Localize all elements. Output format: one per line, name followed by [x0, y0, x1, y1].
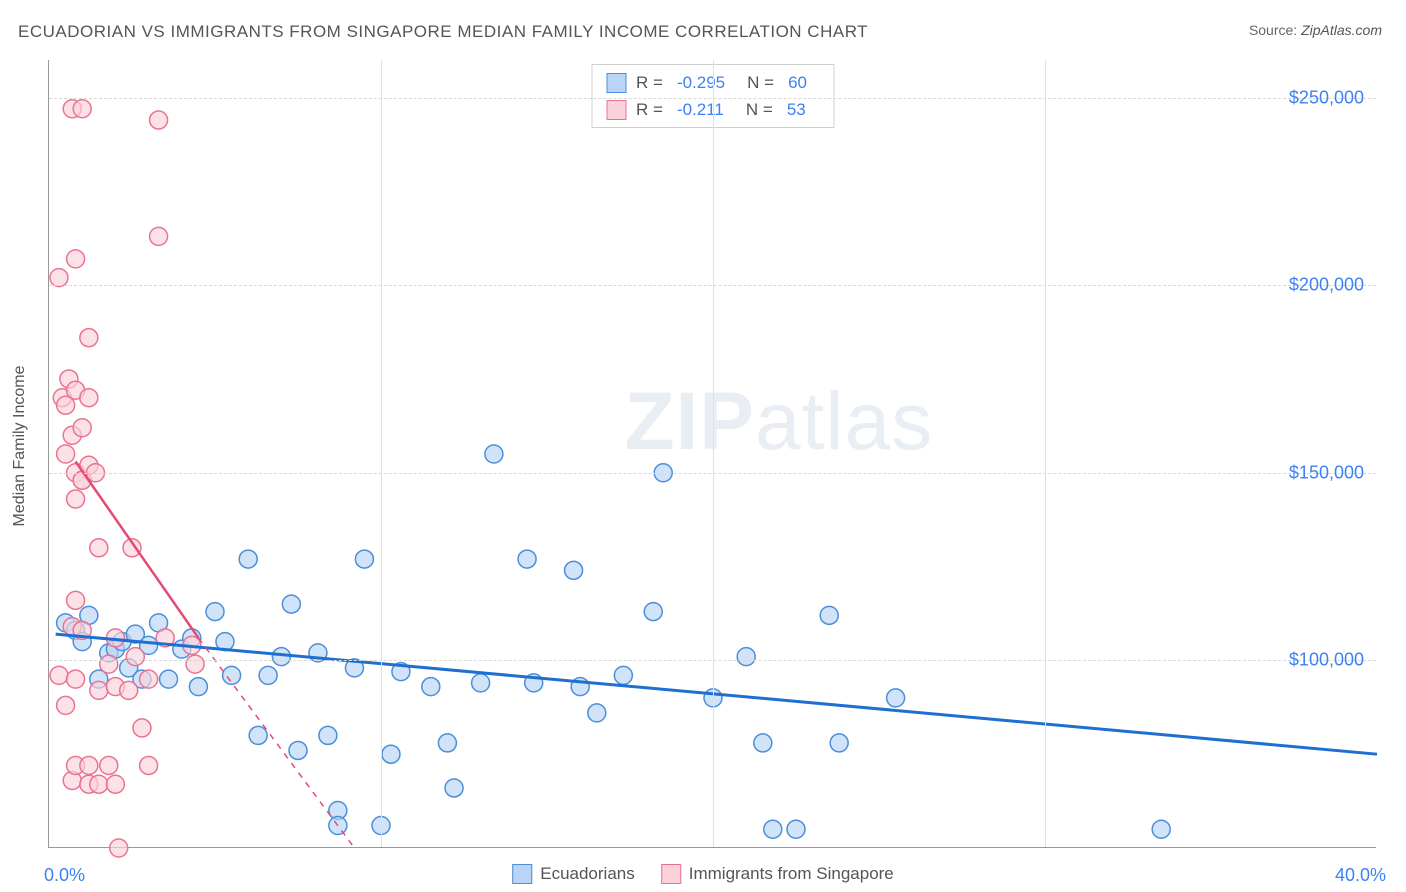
data-point: [472, 674, 490, 692]
stat-n-value-0: 60: [788, 69, 807, 96]
data-point: [820, 606, 838, 624]
legend-swatch-pink: [661, 864, 681, 884]
legend-swatch-blue: [512, 864, 532, 884]
data-point: [73, 100, 91, 118]
y-tick-label: $100,000: [1289, 650, 1364, 671]
legend-bottom: Ecuadorians Immigrants from Singapore: [512, 864, 894, 884]
data-point: [282, 595, 300, 613]
data-point: [830, 734, 848, 752]
data-point: [422, 678, 440, 696]
gridline-v: [1045, 60, 1046, 847]
gridline-v: [713, 60, 714, 847]
data-point: [67, 490, 85, 508]
stat-r-label: R =: [636, 69, 663, 96]
data-point: [206, 603, 224, 621]
data-point: [239, 550, 257, 568]
y-tick-label: $200,000: [1289, 275, 1364, 296]
data-point: [289, 741, 307, 759]
source-credit: Source: ZipAtlas.com: [1249, 22, 1382, 38]
data-point: [565, 561, 583, 579]
data-point: [485, 445, 503, 463]
data-point: [90, 539, 108, 557]
data-point: [186, 655, 204, 673]
source-value: ZipAtlas.com: [1301, 22, 1382, 38]
data-point: [100, 756, 118, 774]
data-point: [73, 419, 91, 437]
data-point: [57, 696, 75, 714]
data-point: [355, 550, 373, 568]
chart-title: ECUADORIAN VS IMMIGRANTS FROM SINGAPORE …: [18, 22, 868, 42]
data-point: [67, 591, 85, 609]
y-tick-label: $150,000: [1289, 462, 1364, 483]
data-point: [140, 670, 158, 688]
data-point: [189, 678, 207, 696]
data-point: [120, 681, 138, 699]
data-point: [787, 820, 805, 838]
data-point: [133, 719, 151, 737]
stat-n-value-1: 53: [787, 96, 806, 123]
data-point: [754, 734, 772, 752]
data-point: [518, 550, 536, 568]
data-point: [737, 648, 755, 666]
data-point: [80, 756, 98, 774]
data-point: [67, 250, 85, 268]
stat-r-value-0: -0.295: [677, 69, 725, 96]
data-point: [614, 666, 632, 684]
y-axis-title: Median Family Income: [11, 366, 29, 527]
data-point: [764, 820, 782, 838]
legend-swatch-pink: [606, 100, 626, 120]
legend-item-0: Ecuadorians: [512, 864, 635, 884]
x-axis-min-label: 0.0%: [44, 865, 85, 886]
y-tick-label: $250,000: [1289, 87, 1364, 108]
data-point: [382, 745, 400, 763]
data-point: [106, 775, 124, 793]
data-point: [644, 603, 662, 621]
x-axis-max-label: 40.0%: [1335, 865, 1386, 886]
plot-area: ZIPatlas R = -0.295 N = 60 R = -0.211 N …: [48, 60, 1376, 848]
data-point: [438, 734, 456, 752]
legend-label-0: Ecuadorians: [540, 864, 635, 884]
data-point: [80, 389, 98, 407]
data-point: [100, 655, 118, 673]
source-label: Source:: [1249, 22, 1297, 38]
data-point: [319, 726, 337, 744]
stat-r-label: R =: [636, 96, 663, 123]
stat-r-value-1: -0.211: [677, 96, 724, 123]
data-point: [80, 329, 98, 347]
data-point: [150, 227, 168, 245]
data-point: [249, 726, 267, 744]
legend-item-1: Immigrants from Singapore: [661, 864, 894, 884]
data-point: [110, 839, 128, 857]
stat-n-label: N =: [747, 69, 774, 96]
data-point: [160, 670, 178, 688]
data-point: [126, 648, 144, 666]
data-point: [50, 269, 68, 287]
legend-label-1: Immigrants from Singapore: [689, 864, 894, 884]
data-point: [887, 689, 905, 707]
data-point: [90, 681, 108, 699]
data-point: [223, 666, 241, 684]
data-point: [140, 756, 158, 774]
data-point: [588, 704, 606, 722]
data-point: [1152, 820, 1170, 838]
stat-n-label: N =: [746, 96, 773, 123]
data-point: [50, 666, 68, 684]
data-point: [150, 111, 168, 129]
data-point: [57, 445, 75, 463]
legend-swatch-blue: [606, 73, 626, 93]
data-point: [445, 779, 463, 797]
gridline-v: [381, 60, 382, 847]
data-point: [259, 666, 277, 684]
data-point: [67, 670, 85, 688]
data-point: [90, 775, 108, 793]
